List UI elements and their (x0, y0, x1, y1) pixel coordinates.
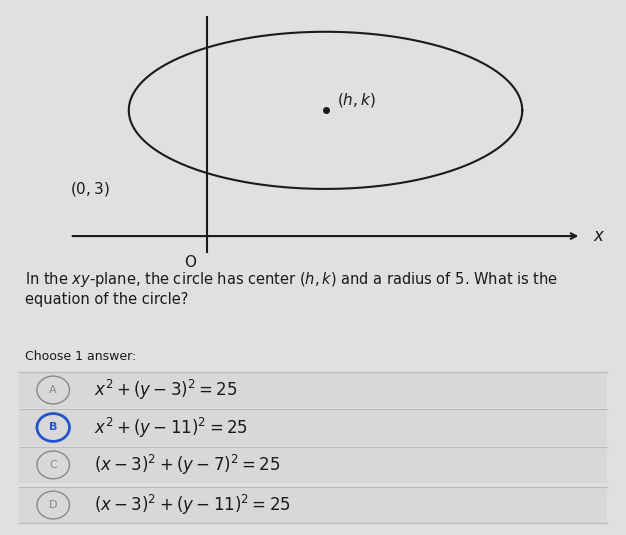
Text: Choose 1 answer:: Choose 1 answer: (25, 350, 136, 363)
Text: $(0,3)$: $(0,3)$ (69, 180, 110, 198)
Text: $x$: $x$ (593, 227, 605, 245)
Text: $(x - 3)^2 + (y - 7)^2 = 25$: $(x - 3)^2 + (y - 7)^2 = 25$ (94, 453, 280, 477)
Text: C: C (49, 460, 57, 470)
Text: O: O (184, 255, 196, 270)
Text: $x^2 + (y - 11)^2 = 25$: $x^2 + (y - 11)^2 = 25$ (94, 415, 248, 440)
Text: $(h, k)$: $(h, k)$ (337, 90, 376, 109)
Text: B: B (49, 423, 58, 432)
Text: D: D (49, 500, 58, 510)
Text: $(x - 3)^2 + (y - 11)^2 = 25$: $(x - 3)^2 + (y - 11)^2 = 25$ (94, 493, 290, 517)
Text: A: A (49, 385, 57, 395)
Text: In the $xy$-plane, the circle has center $(h, k)$ and a radius of 5. What is the: In the $xy$-plane, the circle has center… (25, 270, 558, 307)
Text: $x^2 + (y - 3)^2 = 25$: $x^2 + (y - 3)^2 = 25$ (94, 378, 237, 402)
